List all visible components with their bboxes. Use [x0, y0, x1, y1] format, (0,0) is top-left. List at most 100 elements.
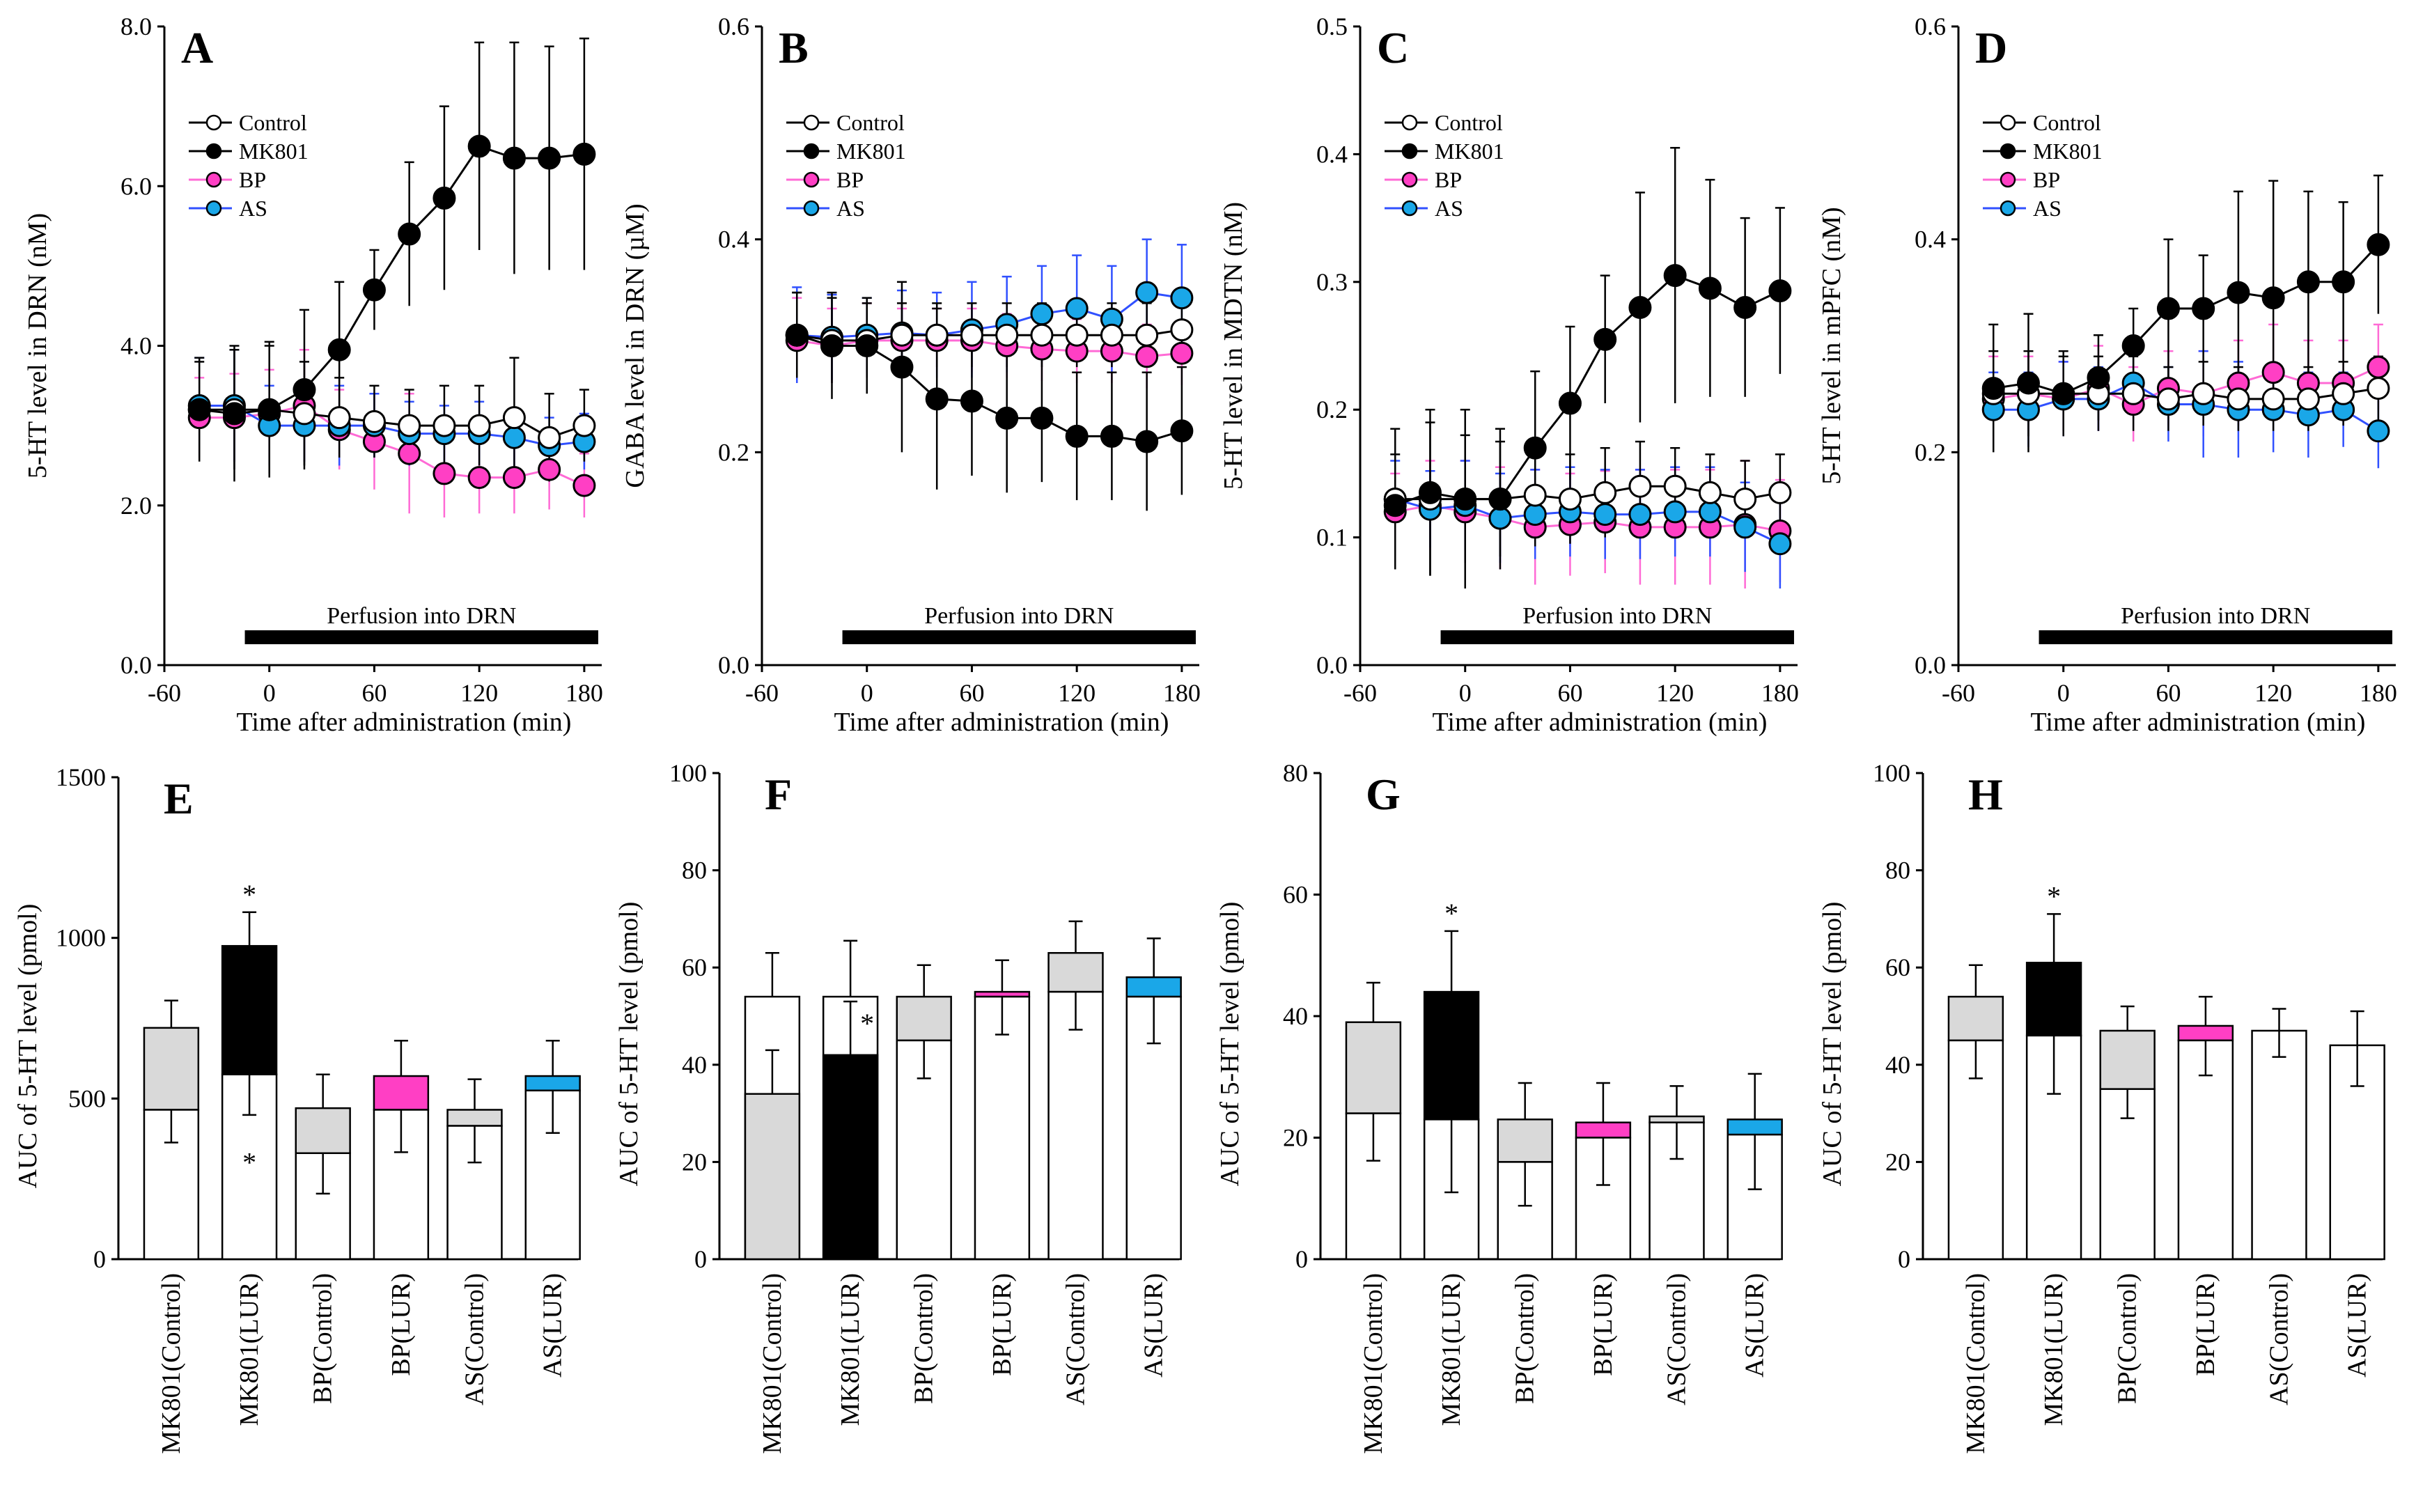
panel-c-point-as: [1733, 515, 1757, 539]
panel-b-y-tick-label: 0.4: [718, 226, 749, 254]
panel-c-y-tick-label: 0.1: [1316, 524, 1348, 552]
panel-h-category-label: BP(Control): [2113, 1273, 2142, 1404]
legend-b-marker-bp: [803, 171, 820, 188]
panel-d-y-tick-label: 0.0: [1915, 651, 1946, 679]
legend-a-label-bp: BP: [239, 167, 266, 192]
panel-h-y-tick-label: 100: [1873, 759, 1910, 787]
panel-f-bar-increment: [1047, 952, 1104, 993]
panel-f-category-label: BP(Control): [910, 1273, 939, 1404]
panel-f-category-label: MK801(LUR): [836, 1273, 865, 1426]
panel-a-point-as: [502, 426, 526, 449]
panel-b-x-tick-label: -60: [745, 679, 779, 707]
panel-b-point-control: [925, 323, 949, 347]
panel-e-y-tick-label: 0: [93, 1245, 106, 1273]
panel-h-letter: H: [1968, 770, 2003, 819]
panel-e-letter: E: [164, 774, 194, 823]
panel-a-point-mk801: [293, 378, 316, 402]
panel-e-category-label: MK801(LUR): [235, 1273, 264, 1426]
panel-b-point-mk801: [820, 334, 843, 357]
panel-c-perfusion-label: Perfusion into DRN: [1522, 603, 1712, 629]
panel-c-point-control: [1663, 474, 1687, 498]
legend-d-marker-mk801: [2000, 143, 2016, 159]
panel-c-point-as: [1488, 506, 1512, 530]
panel-a-y-tick-label: 2.0: [120, 492, 152, 520]
panel-d-x-tick-label: 180: [2360, 679, 2397, 707]
panel-d-x-tick-label: 120: [2254, 679, 2292, 707]
panel-c-x-tick-label: -60: [1343, 679, 1377, 707]
panel-a-y-tick-label: 4.0: [120, 332, 152, 360]
panel-b-point-control: [890, 323, 914, 347]
panel-h-bar-base: [2251, 1029, 2307, 1261]
panel-d-point-bp: [2367, 355, 2390, 379]
panel-e-significance-star-base: *: [242, 1147, 256, 1178]
panel-a-point-control: [502, 406, 526, 430]
legend-d-label-mk801: MK801: [2033, 139, 2103, 164]
panel-d-point-mk801: [2121, 334, 2145, 357]
panel-b-point-control: [1065, 323, 1089, 347]
panel-d-y-tick-label: 0.6: [1915, 13, 1946, 40]
panel-b-point-bp: [1170, 341, 1194, 365]
panel-b-point-mk801: [855, 334, 879, 357]
legend-d-marker-as: [2000, 200, 2016, 217]
panel-f-bar-fill: [822, 1054, 879, 1261]
panel-c-y-tick-label: 0.5: [1316, 13, 1348, 40]
panel-d-point-control: [2367, 377, 2390, 400]
panel-d-y-tick-label: 0.2: [1915, 438, 1946, 466]
panel-d-x-axis-label: Time after administration (min): [2031, 708, 2366, 737]
panel-c-point-control: [1768, 481, 1792, 504]
panel-a-point-control: [398, 414, 421, 437]
panel-b-series-line-as: [797, 291, 1183, 338]
panel-b-point-mk801: [995, 406, 1019, 430]
panel-h-category-label: MK801(Control): [1961, 1273, 1990, 1454]
panel-b-point-mk801: [1170, 419, 1194, 443]
panel-d-perfusion-label: Perfusion into DRN: [2121, 603, 2310, 629]
panel-c-x-tick-label: 0: [1459, 679, 1472, 707]
panel-g-bar-increment: [1423, 990, 1480, 1121]
panel-f-bar-base: [1047, 990, 1104, 1261]
panel-b-letter: B: [779, 23, 809, 72]
panel-g-category-label: MK801(Control): [1359, 1273, 1388, 1454]
panel-b-x-tick-label: 180: [1163, 679, 1201, 707]
legend-b-label-control: Control: [836, 110, 905, 135]
legend-c-label-bp: BP: [1435, 167, 1462, 192]
panel-d-x-tick-label: -60: [1942, 679, 1975, 707]
panel-c-series-line-as: [1394, 498, 1781, 545]
legend-c-label-as: AS: [1435, 196, 1463, 221]
legend-c-label-control: Control: [1435, 110, 1503, 135]
panel-b-point-mk801: [890, 355, 914, 379]
panel-f-y-axis-label: AUC of 5-HT level (pmol): [614, 902, 644, 1187]
panel-c-point-as: [1663, 500, 1687, 524]
legend-a-label-as: AS: [239, 196, 267, 221]
panel-d-point-mk801: [2367, 233, 2390, 256]
panel-d-point-mk801: [2156, 297, 2180, 320]
panel-b-x-tick-label: 60: [959, 679, 984, 707]
panel-g-category-label: AS(Control): [1662, 1273, 1692, 1405]
panel-f-bar-base: [974, 995, 1031, 1261]
panel-c-point-control: [1523, 483, 1547, 507]
panel-a-perfusion-label: Perfusion into DRN: [327, 603, 516, 629]
panel-g-letter: G: [1366, 770, 1401, 819]
legend-d-label-control: Control: [2033, 110, 2101, 135]
legend-c-marker-mk801: [1401, 143, 1418, 159]
panel-d-point-mk801: [2087, 366, 2110, 389]
panel-b-perfusion-bar: [842, 630, 1196, 644]
panel-c-point-mk801: [1523, 436, 1547, 460]
panel-b-point-control: [1170, 318, 1194, 342]
panel-e-category-label: BP(Control): [309, 1273, 338, 1404]
panel-b-point-as: [1170, 286, 1194, 310]
panel-c-point-mk801: [1418, 481, 1442, 504]
panel-g-y-tick-label: 80: [1283, 759, 1308, 787]
panel-c-point-mk801: [1733, 295, 1757, 319]
legend-c-marker-as: [1401, 200, 1418, 217]
panel-b-point-as: [1065, 297, 1089, 320]
panel-c-y-axis-label: 5-HT level in MDTN (nM): [1219, 202, 1248, 490]
legend-a-label-mk801: MK801: [239, 139, 309, 164]
panel-b-point-mk801: [1065, 424, 1089, 448]
panel-a-x-tick-label: 60: [361, 679, 387, 707]
panel-c-perfusion-bar: [1440, 630, 1794, 644]
panel-g-bar-increment: [1649, 1115, 1705, 1123]
panel-d-point-mk801: [2261, 286, 2285, 310]
panel-b-y-axis-label: GABA level in DRN (µM): [621, 203, 650, 488]
panel-b-point-control: [1030, 323, 1054, 347]
legend-c-label-mk801: MK801: [1435, 139, 1504, 164]
